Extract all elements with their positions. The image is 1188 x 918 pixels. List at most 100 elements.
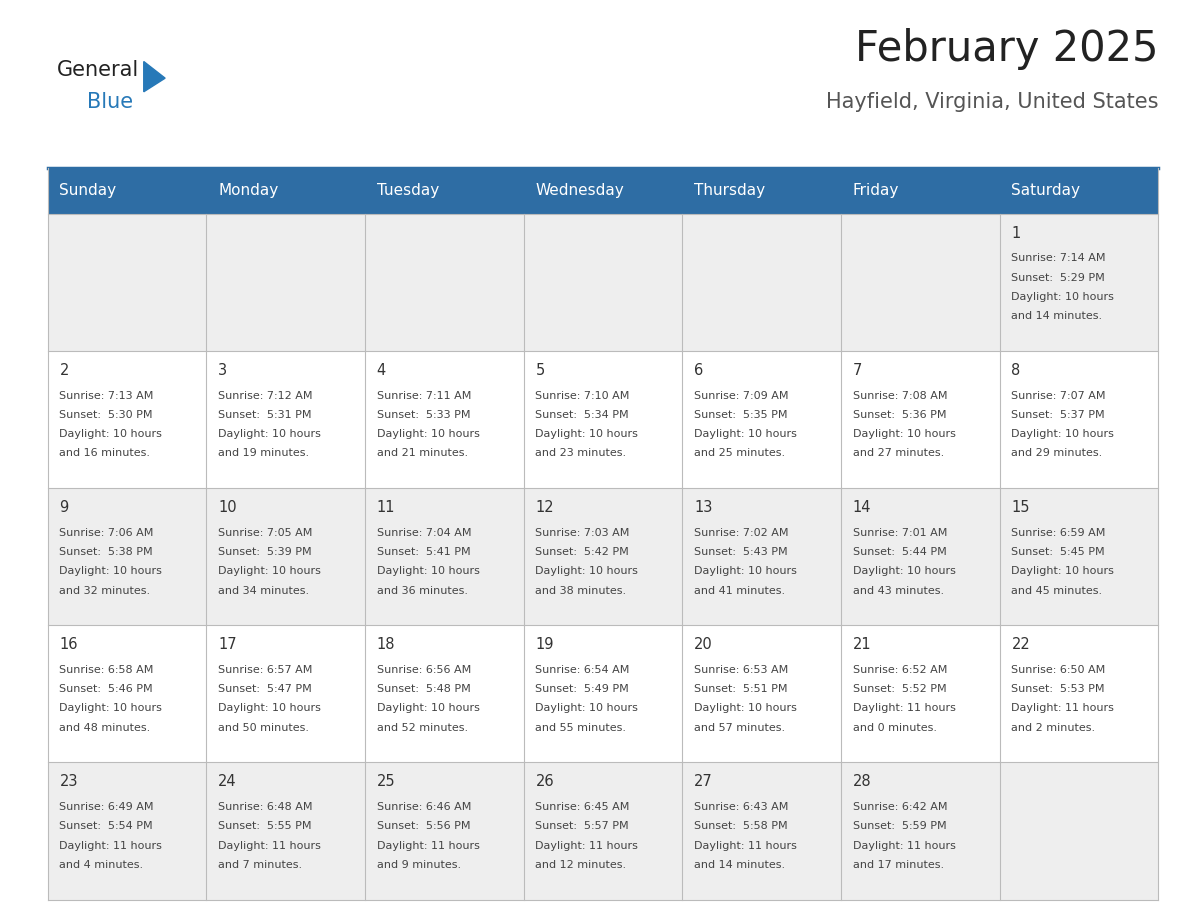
Text: Sunrise: 7:10 AM: Sunrise: 7:10 AM [536,390,630,400]
Text: 6: 6 [694,363,703,378]
Text: Daylight: 11 hours: Daylight: 11 hours [536,841,638,850]
Text: and 12 minutes.: and 12 minutes. [536,860,626,869]
Text: Daylight: 10 hours: Daylight: 10 hours [694,566,797,577]
Text: and 29 minutes.: and 29 minutes. [1011,448,1102,458]
Text: and 52 minutes.: and 52 minutes. [377,722,468,733]
Text: Sunset:  5:39 PM: Sunset: 5:39 PM [219,547,311,557]
Text: Sunrise: 6:53 AM: Sunrise: 6:53 AM [694,665,789,675]
Text: Sunrise: 7:06 AM: Sunrise: 7:06 AM [59,528,153,538]
Text: Daylight: 10 hours: Daylight: 10 hours [377,566,480,577]
Text: 15: 15 [1011,500,1030,515]
Text: Saturday: Saturday [1011,184,1081,198]
Text: and 57 minutes.: and 57 minutes. [694,722,785,733]
Text: 11: 11 [377,500,396,515]
Text: Sunrise: 7:09 AM: Sunrise: 7:09 AM [694,390,789,400]
Text: Sunrise: 6:57 AM: Sunrise: 6:57 AM [219,665,312,675]
Text: Daylight: 11 hours: Daylight: 11 hours [694,841,797,850]
Text: Sunset:  5:35 PM: Sunset: 5:35 PM [694,409,788,420]
Text: 9: 9 [59,500,69,515]
Text: Daylight: 10 hours: Daylight: 10 hours [377,429,480,439]
Text: and 38 minutes.: and 38 minutes. [536,586,626,596]
Text: Monday: Monday [219,184,278,198]
Text: 27: 27 [694,775,713,789]
Text: 17: 17 [219,637,236,653]
Text: and 27 minutes.: and 27 minutes. [853,448,944,458]
Text: and 32 minutes.: and 32 minutes. [59,586,151,596]
Text: Sunrise: 6:54 AM: Sunrise: 6:54 AM [536,665,630,675]
Text: 4: 4 [377,363,386,378]
Text: 21: 21 [853,637,872,653]
Text: 3: 3 [219,363,227,378]
Text: Daylight: 11 hours: Daylight: 11 hours [853,703,955,713]
Text: Sunset:  5:41 PM: Sunset: 5:41 PM [377,547,470,557]
Text: Sunset:  5:34 PM: Sunset: 5:34 PM [536,409,630,420]
Text: Sunrise: 6:49 AM: Sunrise: 6:49 AM [59,802,154,812]
Text: Sunset:  5:36 PM: Sunset: 5:36 PM [853,409,947,420]
Text: Sunset:  5:53 PM: Sunset: 5:53 PM [1011,684,1105,694]
Text: Sunrise: 7:11 AM: Sunrise: 7:11 AM [377,390,472,400]
Text: 7: 7 [853,363,862,378]
Text: and 2 minutes.: and 2 minutes. [1011,722,1095,733]
Text: Daylight: 10 hours: Daylight: 10 hours [536,429,638,439]
Text: Sunset:  5:51 PM: Sunset: 5:51 PM [694,684,788,694]
Text: Sunrise: 6:46 AM: Sunrise: 6:46 AM [377,802,472,812]
Text: and 19 minutes.: and 19 minutes. [219,448,309,458]
Text: and 34 minutes.: and 34 minutes. [219,586,309,596]
Text: and 50 minutes.: and 50 minutes. [219,722,309,733]
Text: Sunset:  5:38 PM: Sunset: 5:38 PM [59,547,153,557]
Text: Sunrise: 6:59 AM: Sunrise: 6:59 AM [1011,528,1106,538]
Text: Sunset:  5:30 PM: Sunset: 5:30 PM [59,409,153,420]
Text: and 43 minutes.: and 43 minutes. [853,586,944,596]
Text: Sunrise: 7:07 AM: Sunrise: 7:07 AM [1011,390,1106,400]
Text: 26: 26 [536,775,554,789]
Text: Sunrise: 6:48 AM: Sunrise: 6:48 AM [219,802,312,812]
Text: Hayfield, Virginia, United States: Hayfield, Virginia, United States [826,92,1158,112]
Text: Daylight: 10 hours: Daylight: 10 hours [59,703,163,713]
Text: Sunrise: 6:58 AM: Sunrise: 6:58 AM [59,665,153,675]
Text: Sunrise: 7:03 AM: Sunrise: 7:03 AM [536,528,630,538]
Text: Sunrise: 7:08 AM: Sunrise: 7:08 AM [853,390,947,400]
Text: Sunset:  5:57 PM: Sunset: 5:57 PM [536,822,630,831]
Bar [48,625,1158,763]
Text: 16: 16 [59,637,78,653]
Text: Sunday: Sunday [59,184,116,198]
Text: 28: 28 [853,775,872,789]
Text: and 17 minutes.: and 17 minutes. [853,860,944,869]
Text: Sunrise: 6:56 AM: Sunrise: 6:56 AM [377,665,470,675]
Text: Daylight: 10 hours: Daylight: 10 hours [219,703,321,713]
Text: 20: 20 [694,637,713,653]
Text: and 9 minutes.: and 9 minutes. [377,860,461,869]
Text: Sunset:  5:47 PM: Sunset: 5:47 PM [219,684,311,694]
Text: and 14 minutes.: and 14 minutes. [694,860,785,869]
Text: Blue: Blue [87,92,133,112]
Text: Sunrise: 6:42 AM: Sunrise: 6:42 AM [853,802,947,812]
Text: Daylight: 10 hours: Daylight: 10 hours [219,566,321,577]
Text: Sunset:  5:31 PM: Sunset: 5:31 PM [219,409,311,420]
Text: 1: 1 [1011,226,1020,241]
Text: Daylight: 10 hours: Daylight: 10 hours [1011,292,1114,302]
Text: Daylight: 10 hours: Daylight: 10 hours [536,566,638,577]
Text: Sunset:  5:45 PM: Sunset: 5:45 PM [1011,547,1105,557]
Text: Sunrise: 7:04 AM: Sunrise: 7:04 AM [377,528,472,538]
Text: Sunrise: 7:13 AM: Sunrise: 7:13 AM [59,390,153,400]
Text: Daylight: 11 hours: Daylight: 11 hours [1011,703,1114,713]
Text: Sunset:  5:37 PM: Sunset: 5:37 PM [1011,409,1105,420]
Text: Sunset:  5:48 PM: Sunset: 5:48 PM [377,684,470,694]
Text: Daylight: 11 hours: Daylight: 11 hours [59,841,163,850]
Text: and 36 minutes.: and 36 minutes. [377,586,468,596]
Text: Daylight: 11 hours: Daylight: 11 hours [853,841,955,850]
Text: Sunrise: 6:45 AM: Sunrise: 6:45 AM [536,802,630,812]
Bar [48,763,1158,900]
Text: Sunset:  5:46 PM: Sunset: 5:46 PM [59,684,153,694]
Text: Daylight: 10 hours: Daylight: 10 hours [1011,429,1114,439]
Text: Sunrise: 7:05 AM: Sunrise: 7:05 AM [219,528,312,538]
Text: 5: 5 [536,363,545,378]
Text: Sunrise: 7:14 AM: Sunrise: 7:14 AM [1011,253,1106,263]
Text: General: General [57,60,139,80]
Text: and 23 minutes.: and 23 minutes. [536,448,626,458]
Text: 8: 8 [1011,363,1020,378]
Text: and 45 minutes.: and 45 minutes. [1011,586,1102,596]
Text: Sunset:  5:29 PM: Sunset: 5:29 PM [1011,273,1105,283]
Text: Daylight: 10 hours: Daylight: 10 hours [377,703,480,713]
Text: and 25 minutes.: and 25 minutes. [694,448,785,458]
